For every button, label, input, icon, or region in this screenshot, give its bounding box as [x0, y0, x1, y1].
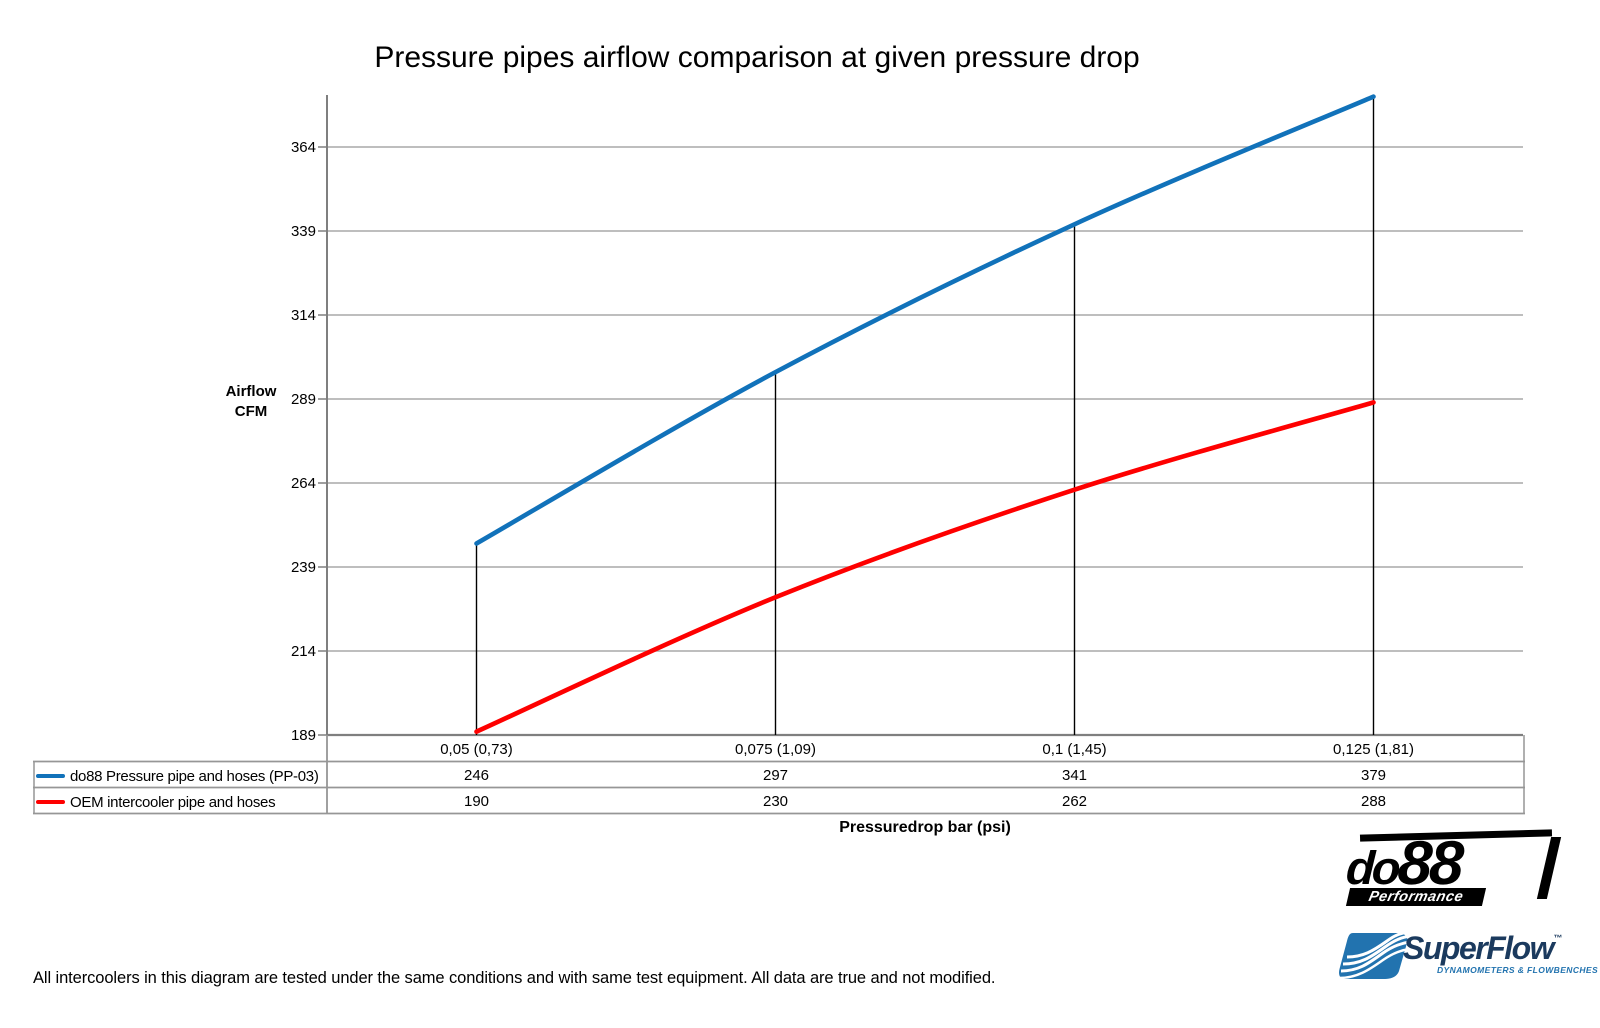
do88-value-cell: 297 [762, 767, 789, 784]
category-label: 0,1 (1,45) [1042, 741, 1107, 758]
category-label: 0,05 (0,73) [440, 741, 513, 758]
y-tick-label: 314 [291, 307, 316, 324]
y-tick-label: 189 [291, 727, 316, 744]
y-tick-label: 264 [291, 475, 316, 492]
do88-wordmark-do: do [1344, 841, 1400, 894]
legend-label-oem: OEM intercooler pipe and hoses [70, 793, 276, 811]
category-label-row: 0,05 (0,73) 0,075 (1,09) 0,1 (1,45) 0,125 (… [327, 737, 1523, 763]
do88-performance-bar: Performance [1345, 888, 1487, 906]
y-tick-label: 239 [291, 559, 316, 576]
oem-value-cell: 190 [463, 793, 490, 810]
category-label: 0,075 (1,09) [735, 741, 816, 758]
y-tick-label: 364 [291, 139, 316, 156]
oem-values-row: 190 230 262 288 [327, 789, 1523, 815]
series-line-do88 [474, 94, 1376, 546]
oem-value-cell: 288 [1360, 793, 1387, 810]
y-tick-label: 214 [291, 643, 316, 660]
do88-tagline: Performance [1367, 889, 1465, 905]
do88-values-row: 246 297 341 379 [327, 763, 1523, 789]
y-tick-label: 339 [291, 223, 316, 240]
y-axis-label-line2: CFM [234, 403, 268, 420]
legend-label-do88: do88 Pressure pipe and hoses (PP-03) [70, 767, 319, 785]
chart-title: Pressure pipes airflow comparison at giv… [374, 41, 1140, 74]
oem-series-swatch [36, 800, 65, 804]
superflow-trademark: ™ [1553, 933, 1563, 943]
superflow-emblem-icon [1339, 933, 1411, 979]
do88-series-swatch [36, 774, 65, 778]
superflow-wordmark-text: SuperFlow [1403, 930, 1555, 966]
legend-item-oem: OEM intercooler pipe and hoses [33, 789, 327, 815]
category-label: 0,125 (1,81) [1333, 741, 1414, 758]
legend-item-do88: do88 Pressure pipe and hoses (PP-03) [33, 763, 327, 789]
superflow-wordmark: SuperFlow™ [1403, 930, 1562, 967]
superflow-tagline: DYNAMOMETERS & FLOWBENCHES [1437, 965, 1599, 975]
superflow-logo: SuperFlow™ DYNAMOMETERS & FLOWBENCHES [1315, 915, 1598, 980]
do88-value-cell: 341 [1061, 767, 1088, 784]
oem-value-cell: 262 [1061, 793, 1088, 810]
do88-value-cell: 246 [463, 767, 490, 784]
y-tick-label: 289 [291, 391, 316, 408]
oem-value-cell: 230 [762, 793, 789, 810]
y-axis-label-line1: Airflow [225, 383, 277, 400]
series-line-oem [474, 400, 1376, 734]
y-axis-label: Airflow CFM [212, 382, 290, 422]
footer-note: All intercoolers in this diagram are tes… [33, 969, 996, 987]
x-axis-label: Pressuredrop bar (psi) [839, 819, 1011, 836]
do88-logo: do88 Performance [1320, 812, 1562, 907]
do88-value-cell: 379 [1360, 767, 1387, 784]
